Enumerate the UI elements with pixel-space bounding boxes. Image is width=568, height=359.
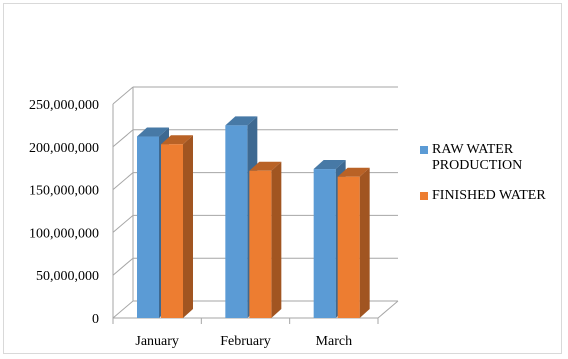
- bar-top-finished-water-february: [249, 161, 282, 171]
- y-tick-label-2: 100,000,000: [29, 226, 99, 241]
- bar-top-raw-water-production-february: [225, 116, 258, 126]
- legend-label-raw-water: RAW WATER PRODUCTION: [432, 142, 523, 173]
- gridline-side-1: [112, 257, 134, 276]
- y-tick-label-1: 50,000,000: [36, 269, 99, 284]
- bar-raw-water-production-march: [313, 169, 336, 318]
- legend-item-finished-water: FINISHED WATER: [420, 188, 565, 204]
- gridline-side-5: [112, 86, 134, 105]
- legend-label-finished-water: FINISHED WATER: [432, 188, 546, 203]
- bar-raw-water-production-february: [225, 125, 248, 319]
- bar-top-raw-water-production-january: [137, 127, 169, 137]
- y-tick-label-0: 0: [92, 312, 99, 327]
- gridline-side-0: [112, 300, 134, 319]
- y-tick-label-5: 250,000,000: [29, 98, 99, 113]
- bars: [137, 116, 370, 319]
- bar-side-finished-water-march: [359, 167, 370, 318]
- floor-right-edge: [377, 300, 399, 319]
- legend: RAW WATER PRODUCTION FINISHED WATER: [420, 142, 565, 218]
- gridline-side-3: [112, 172, 134, 190]
- chart-frame: [3, 3, 562, 354]
- legend-swatch-finished-water: [420, 192, 428, 200]
- bar-finished-water-march: [337, 176, 360, 318]
- x-tick-label-march: March: [316, 334, 353, 349]
- x-tick-label-february: February: [220, 334, 271, 349]
- bar-side-finished-water-january: [183, 135, 193, 318]
- bar-finished-water-february: [249, 170, 272, 318]
- legend-item-raw-water: RAW WATER PRODUCTION: [420, 142, 565, 174]
- x-tick-label-january: January: [135, 334, 179, 349]
- gridline-side-2: [112, 215, 134, 233]
- y-tick-label-3: 150,000,000: [29, 184, 99, 199]
- gridline-side-4: [112, 129, 134, 148]
- y-tick-label-4: 200,000,000: [29, 141, 99, 156]
- bar-top-raw-water-production-march: [313, 160, 346, 170]
- bar-side-finished-water-february: [271, 161, 282, 318]
- bar-top-finished-water-january: [161, 135, 193, 145]
- bar-finished-water-january: [161, 144, 183, 318]
- tick-labels: 0 50,000,000 100,000,000 150,000,000 200,000…: [29, 98, 352, 349]
- legend-swatch-raw-water: [420, 146, 428, 154]
- bar-raw-water-production-january: [137, 136, 159, 318]
- bar-top-finished-water-march: [337, 167, 370, 177]
